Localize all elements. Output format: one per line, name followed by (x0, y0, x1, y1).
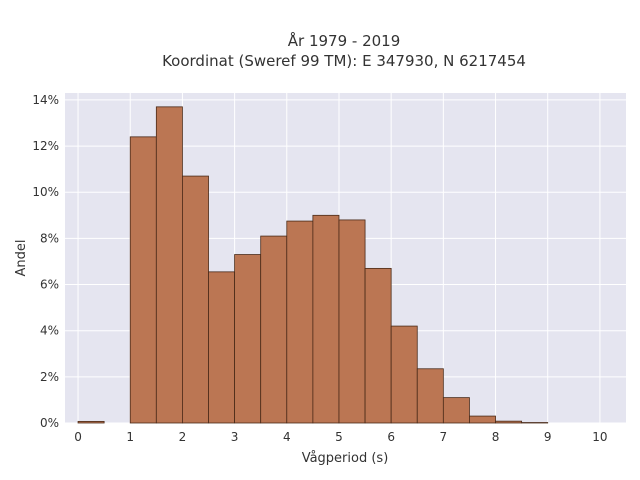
histogram-bar (77, 420, 105, 424)
histogram-bars (77, 106, 549, 424)
x-tick-label: 5 (335, 430, 343, 444)
y-tick-label: 4% (40, 324, 59, 338)
chart-title: År 1979 - 2019 (288, 31, 401, 50)
histogram-bar (234, 254, 262, 424)
y-tick-label: 2% (40, 370, 59, 384)
histogram-bar (208, 271, 236, 424)
x-tick-label: 6 (387, 430, 395, 444)
x-tick-label: 4 (283, 430, 291, 444)
y-tick-label: 12% (32, 139, 59, 153)
x-axis-label: Vågperiod (s) (302, 451, 389, 466)
x-axis-ticks: 0 1 2 3 4 5 6 7 8 9 10 (74, 430, 607, 444)
histogram-bar (260, 235, 288, 424)
x-tick-label: 2 (179, 430, 187, 444)
x-tick-label: 10 (592, 430, 607, 444)
y-tick-label: 8% (40, 231, 59, 245)
y-tick-label: 10% (32, 185, 59, 199)
y-tick-label: 14% (32, 93, 59, 107)
histogram-bar (286, 220, 314, 424)
x-tick-label: 3 (231, 430, 239, 444)
x-tick-label: 7 (440, 430, 448, 444)
histogram-bar (129, 136, 157, 424)
x-tick-label: 0 (74, 430, 82, 444)
y-tick-label: 6% (40, 278, 59, 292)
histogram-bar (469, 415, 496, 424)
histogram-bar (338, 219, 366, 424)
y-axis-ticks: 0% 2% 4% 6% 8% 10% 12% 14% (32, 93, 59, 430)
histogram-bar (312, 214, 340, 424)
x-tick-label: 9 (544, 430, 552, 444)
y-tick-label: 0% (40, 416, 59, 430)
y-axis-label: Andel (14, 240, 29, 277)
histogram-bar (390, 325, 418, 424)
x-tick-label: 8 (492, 430, 500, 444)
x-tick-label: 1 (126, 430, 134, 444)
histogram-bar (495, 420, 523, 424)
histogram-bar (416, 368, 444, 424)
histogram-bar (155, 106, 183, 424)
histogram-bar (442, 397, 470, 424)
chart-subtitle: Koordinat (Sweref 99 TM): E 347930, N 62… (162, 52, 526, 70)
histogram-bar (364, 267, 392, 424)
histogram-bar (182, 175, 209, 424)
